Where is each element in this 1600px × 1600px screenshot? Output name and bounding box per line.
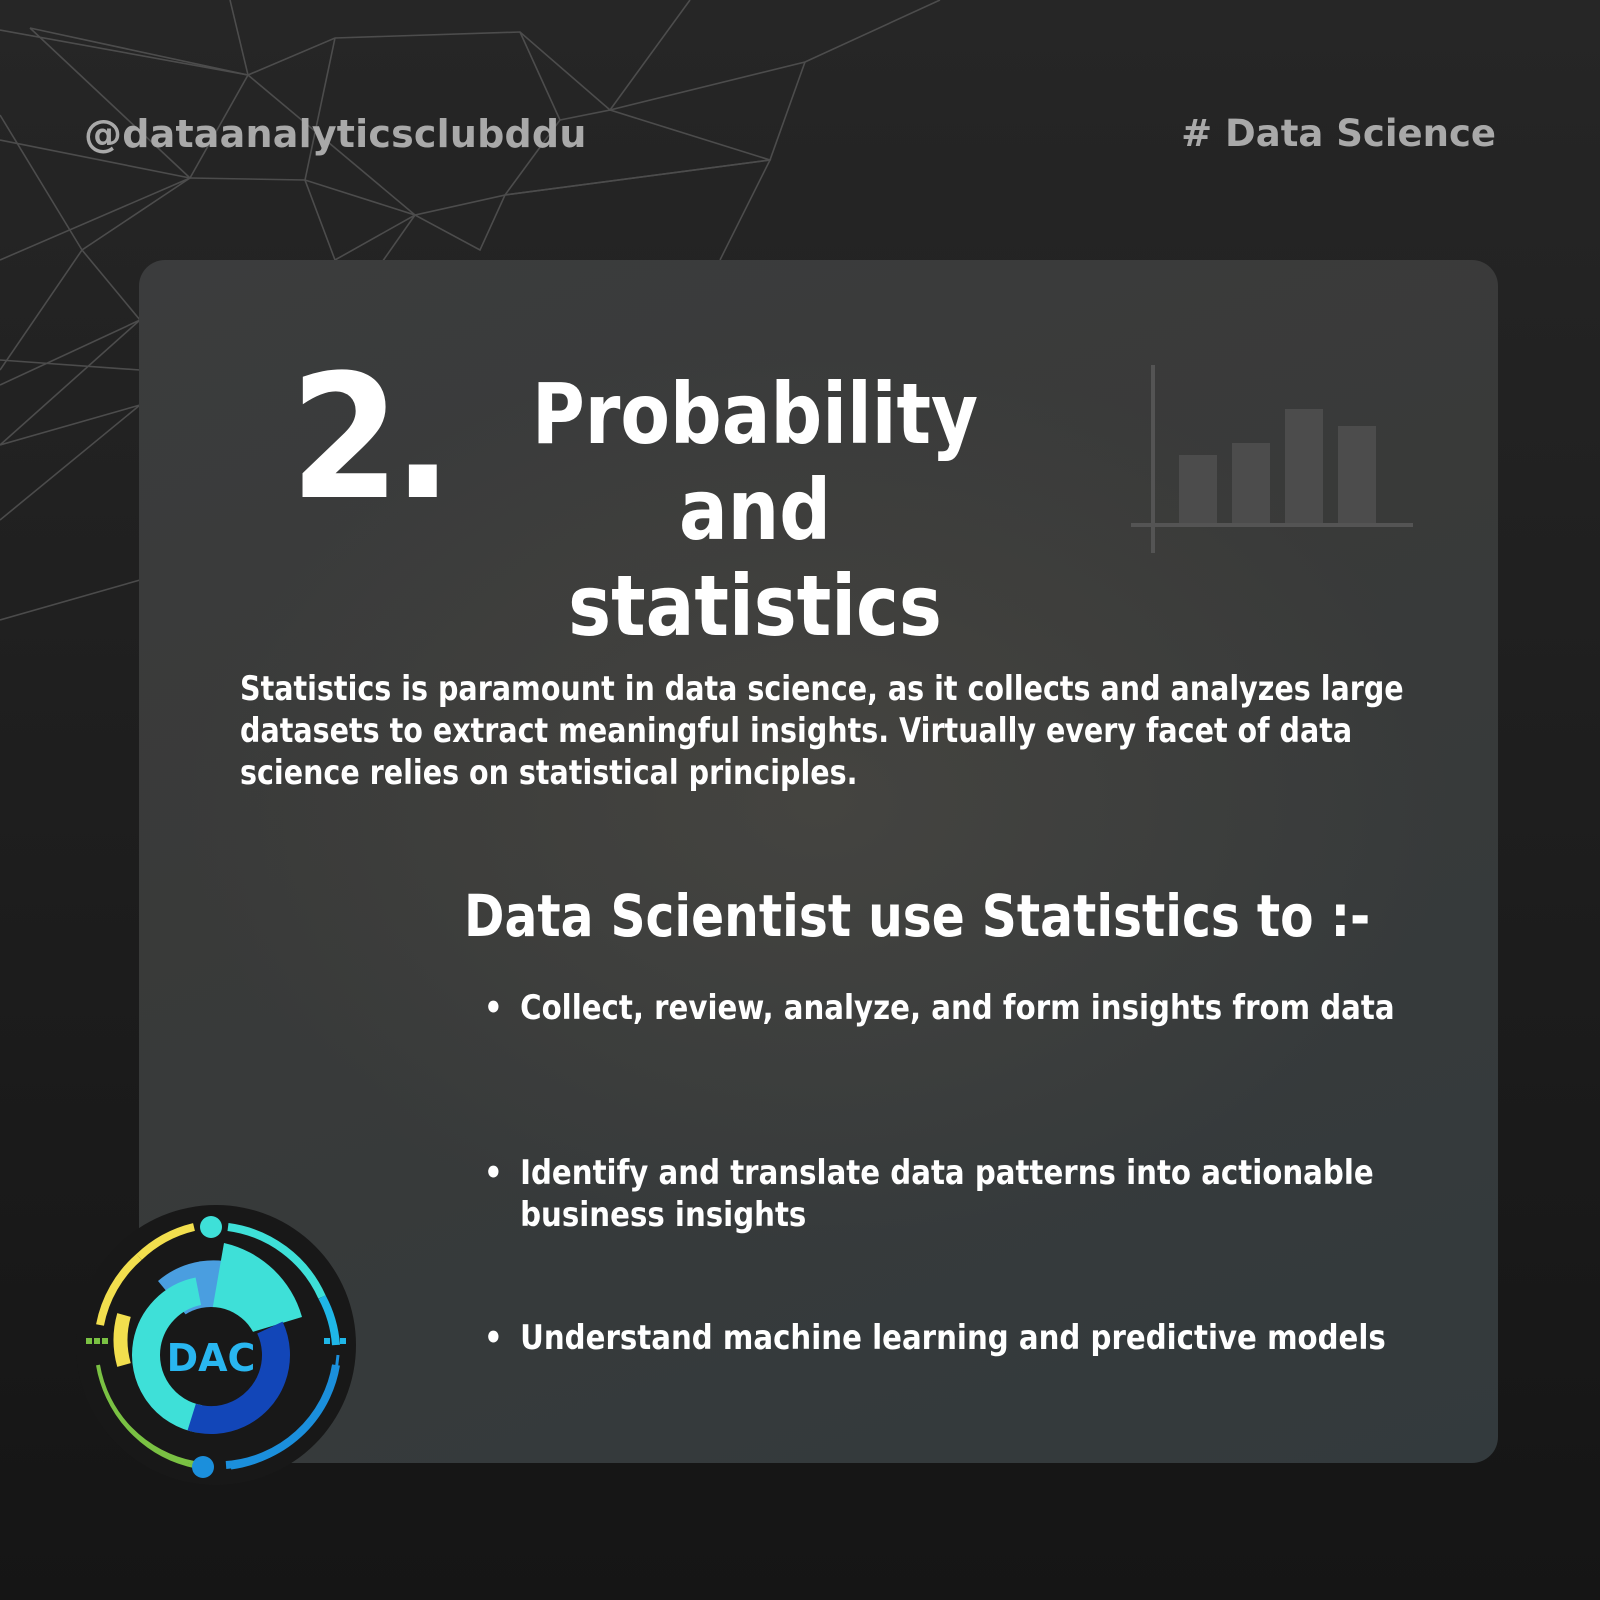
bullet-text: Identify and translate data patterns int… <box>520 1153 1374 1235</box>
section-title-line-2: statistics <box>568 557 942 655</box>
account-handle: @dataanalyticsclubddu <box>84 112 587 156</box>
bullet-dot-icon: • <box>484 1153 503 1193</box>
dac-logo: DAC <box>86 1216 346 1478</box>
bullet-item: • Collect, review, analyze, and form ins… <box>484 987 1430 1029</box>
bullet-item: • Identify and translate data patterns i… <box>484 1152 1430 1236</box>
subheading: Data Scientist use Statistics to :- <box>464 882 1371 950</box>
bullet-dot-icon: • <box>484 988 503 1028</box>
bullet-item: • Understand machine learning and predic… <box>484 1317 1430 1359</box>
section-number: 2. <box>290 337 453 538</box>
intro-paragraph: Statistics is paramount in data science,… <box>240 669 1404 793</box>
bar-chart-icon <box>1131 365 1413 553</box>
section-title-line-1: Probability and <box>531 365 979 559</box>
section-title: Probability and statistics <box>476 366 1035 654</box>
content-card <box>139 260 1498 1463</box>
bullet-text: Understand machine learning and predicti… <box>520 1318 1386 1358</box>
bullet-text: Collect, review, analyze, and form insig… <box>520 988 1395 1028</box>
logo-text: DAC <box>167 1336 256 1380</box>
topic-hashtag: # Data Science <box>1181 112 1496 155</box>
bullet-dot-icon: • <box>484 1318 503 1358</box>
